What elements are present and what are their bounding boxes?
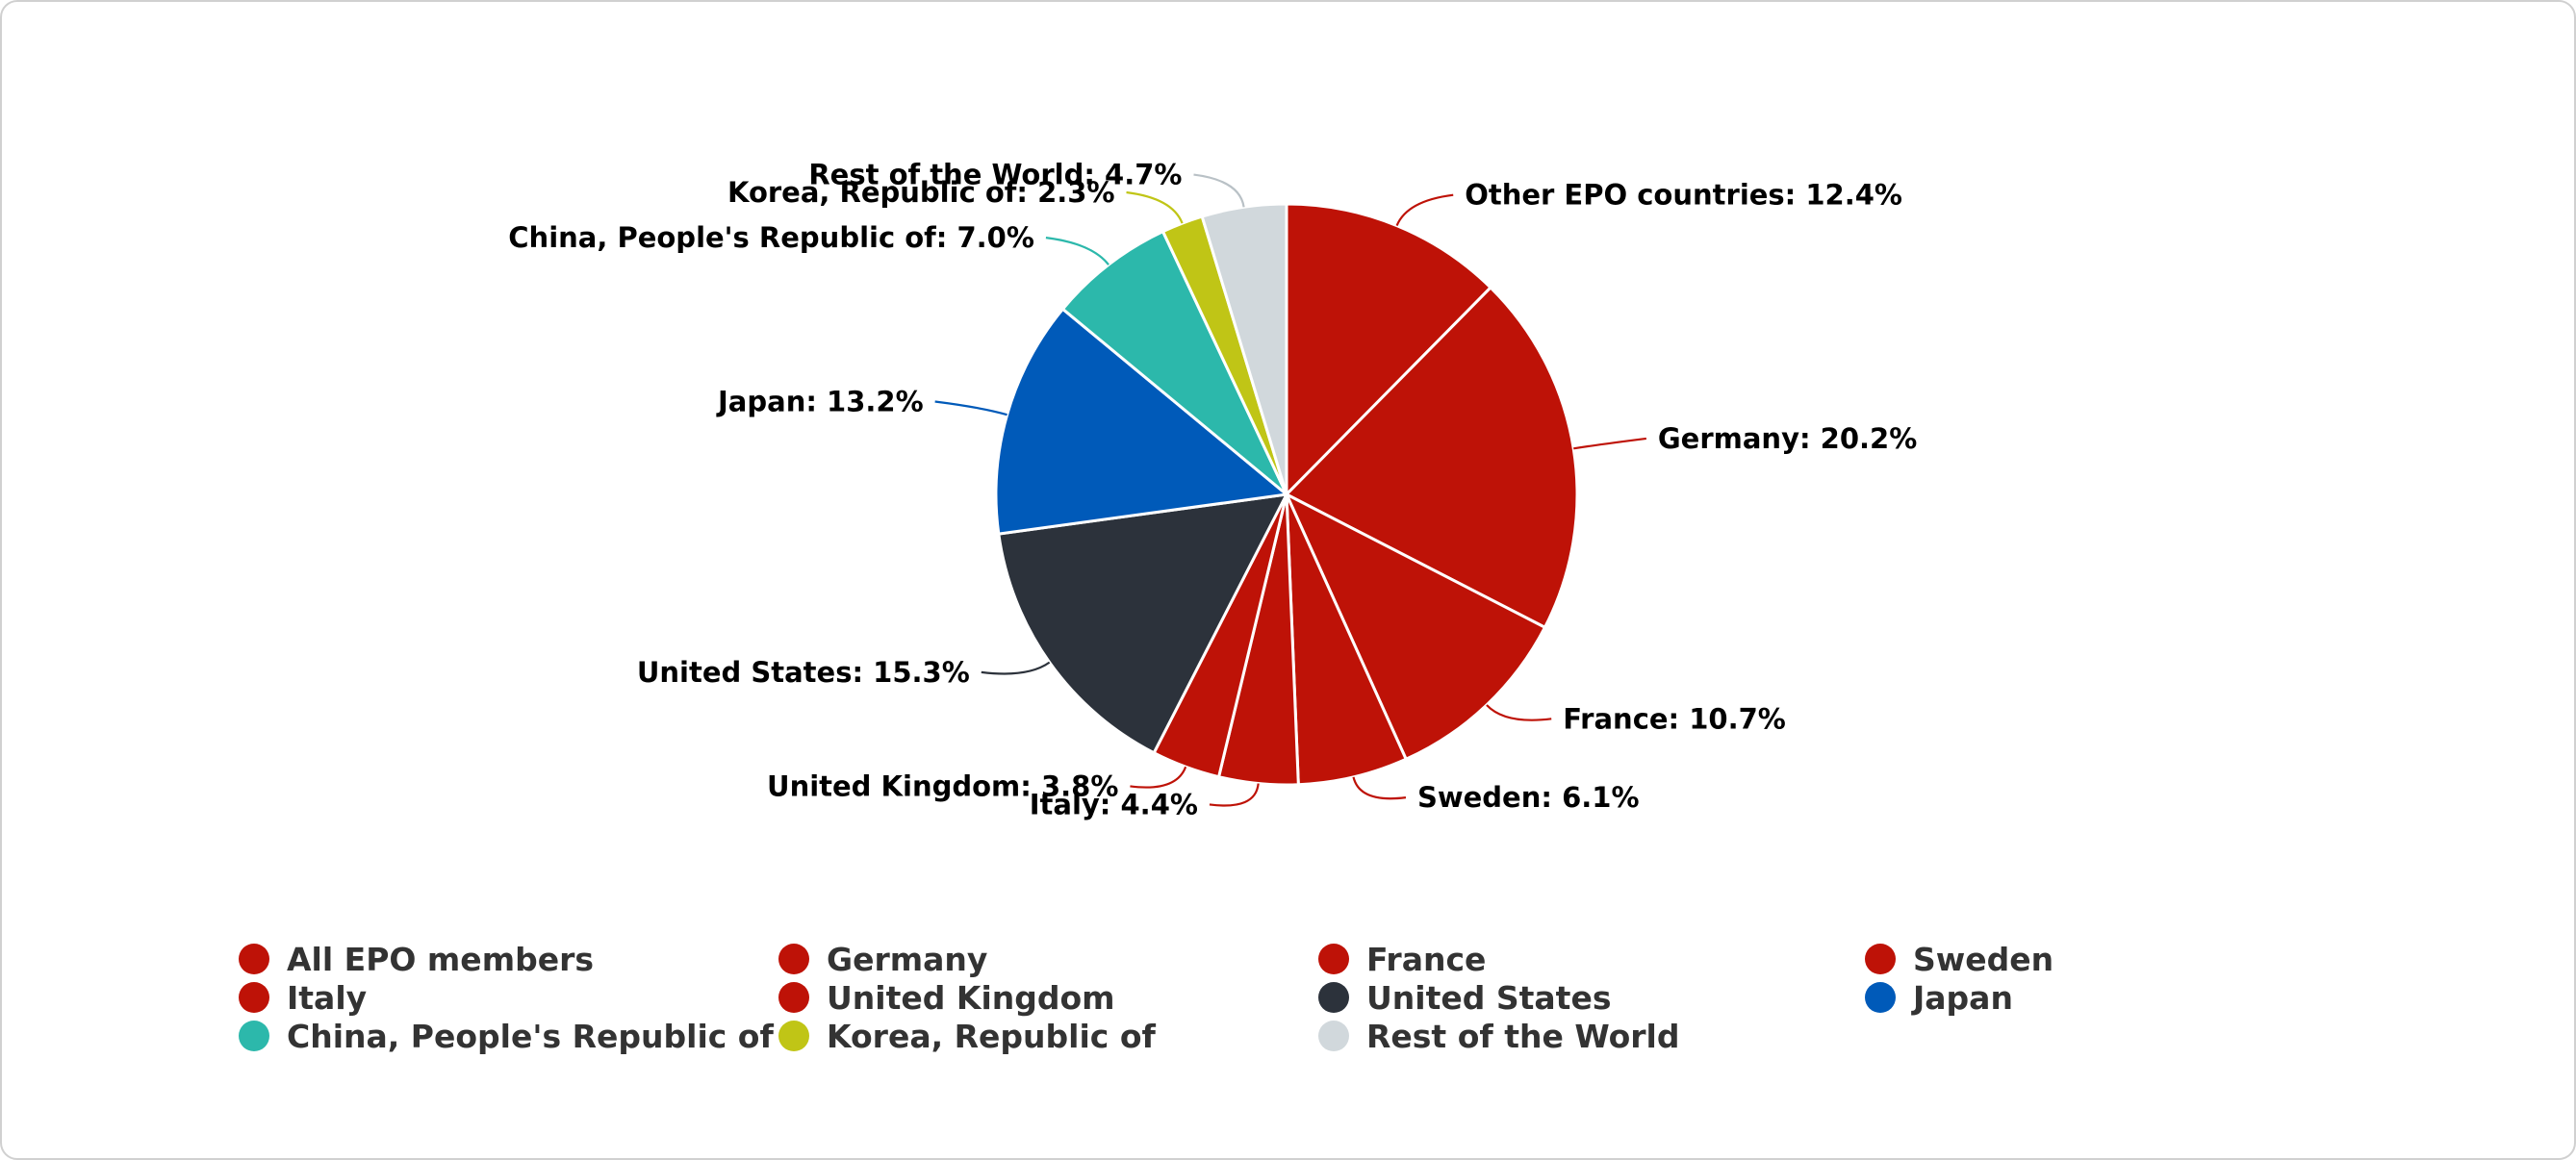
legend-item-germany[interactable]: Germany bbox=[778, 941, 987, 978]
legend-item-sweden[interactable]: Sweden bbox=[1865, 941, 2053, 978]
legend-item-france[interactable]: France bbox=[1318, 941, 1486, 978]
connector-japan bbox=[935, 402, 1007, 416]
connector-china-people-s-republic-of bbox=[1046, 238, 1109, 265]
data-label-france: France: 10.7% bbox=[1563, 702, 1786, 735]
legend-marker bbox=[1318, 1021, 1349, 1051]
data-label-japan: Japan: 13.2% bbox=[716, 386, 924, 418]
legend-label: Rest of the World bbox=[1366, 1018, 1679, 1055]
connector-all-epo-members bbox=[1397, 195, 1454, 226]
connector-rest-of-the-world bbox=[1193, 175, 1243, 208]
connector-united-states bbox=[982, 663, 1050, 674]
data-label-all-epo-members: Other EPO countries: 12.4% bbox=[1465, 179, 1902, 212]
legend-marker bbox=[778, 982, 809, 1013]
legend-label: Germany bbox=[827, 941, 987, 978]
connector-korea-republic-of bbox=[1127, 192, 1183, 223]
legend-item-korea-republic-of[interactable]: Korea, Republic of bbox=[778, 1018, 1156, 1055]
data-label-united-kingdom: United Kingdom: 3.8% bbox=[767, 769, 1118, 802]
data-label-germany: Germany: 20.2% bbox=[1658, 422, 1917, 455]
legend-label: United Kingdom bbox=[827, 979, 1115, 1017]
legend-label: United States bbox=[1366, 979, 1611, 1017]
legend-item-united-states[interactable]: United States bbox=[1318, 979, 1611, 1017]
legend-item-china-people-s-republic-of[interactable]: China, People's Republic of bbox=[239, 1018, 774, 1055]
connector-united-kingdom bbox=[1130, 767, 1186, 787]
data-label-china-people-s-republic-of: China, People's Republic of: 7.0% bbox=[508, 221, 1034, 254]
legend-marker bbox=[778, 944, 809, 974]
legend-label: China, People's Republic of bbox=[287, 1018, 774, 1055]
legend-marker bbox=[239, 944, 269, 974]
legend-marker bbox=[239, 982, 269, 1013]
connector-germany bbox=[1573, 439, 1646, 448]
legend-label: All EPO members bbox=[287, 941, 594, 978]
legend-label: Japan bbox=[1911, 979, 2013, 1017]
legend-marker bbox=[1865, 944, 1896, 974]
legend-item-all-epo-members[interactable]: All EPO members bbox=[239, 941, 594, 978]
legend-label: France bbox=[1366, 941, 1486, 978]
legend-label: Korea, Republic of bbox=[827, 1018, 1156, 1055]
pie-slices bbox=[996, 204, 1577, 785]
connector-france bbox=[1487, 705, 1551, 720]
legend-marker bbox=[778, 1021, 809, 1051]
legend-label: Italy bbox=[287, 979, 367, 1017]
legend-marker bbox=[1865, 982, 1896, 1013]
legend-marker bbox=[1318, 982, 1349, 1013]
connector-sweden bbox=[1354, 777, 1406, 798]
legend-marker bbox=[239, 1021, 269, 1051]
data-label-united-states: United States: 15.3% bbox=[637, 656, 970, 689]
data-label-sweden: Sweden: 6.1% bbox=[1417, 781, 1640, 814]
legend-item-united-kingdom[interactable]: United Kingdom bbox=[778, 979, 1115, 1017]
legend: All EPO members Germany France Sweden Italy U… bbox=[239, 941, 2053, 1055]
legend-label: Sweden bbox=[1913, 941, 2053, 978]
legend-item-japan[interactable]: Japan bbox=[1865, 979, 2013, 1017]
legend-marker bbox=[1318, 944, 1349, 974]
data-label-rest-of-the-world: Rest of the World: 4.7% bbox=[808, 159, 1182, 191]
connector-italy bbox=[1210, 784, 1259, 806]
legend-item-rest-of-the-world[interactable]: Rest of the World bbox=[1318, 1018, 1679, 1055]
legend-item-italy[interactable]: Italy bbox=[239, 979, 367, 1017]
